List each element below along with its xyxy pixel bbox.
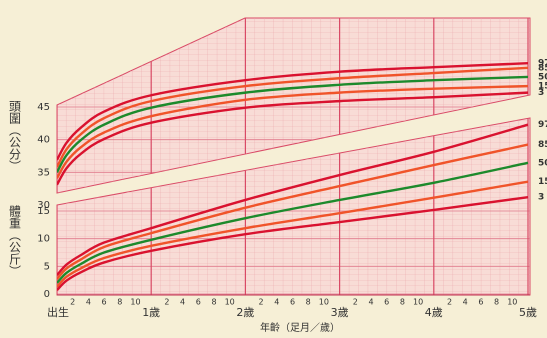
x-axis-title: 年齡（足月／歲） bbox=[260, 321, 340, 334]
percentile-line bbox=[57, 123, 529, 276]
y-tick-label: 40 bbox=[37, 135, 50, 146]
x-tick-label: 2歲 bbox=[236, 305, 254, 319]
month-tick-label: 4 bbox=[368, 298, 373, 307]
x-tick-label: 3歲 bbox=[331, 305, 349, 319]
percentile-label: 3 bbox=[538, 88, 544, 98]
percentile-label: 97 bbox=[538, 59, 547, 69]
percentile-line bbox=[57, 62, 529, 161]
month-tick-label: 8 bbox=[400, 298, 405, 307]
month-tick-label: 8 bbox=[211, 298, 216, 307]
y-tick-label: 30 bbox=[37, 200, 50, 211]
percentile-line bbox=[57, 84, 529, 179]
x-tick-label: 5歲 bbox=[519, 305, 537, 319]
month-tick-label: 8 bbox=[494, 298, 499, 307]
x-tick-label: 出生 bbox=[47, 305, 69, 319]
y-axis-title: 體重（公斤） bbox=[8, 205, 22, 277]
percentile-label: 85 bbox=[538, 63, 547, 73]
y-tick-label: 35 bbox=[37, 167, 50, 178]
y-axis-title: 頭圍（公分） bbox=[8, 100, 22, 172]
month-tick-label: 8 bbox=[117, 298, 122, 307]
month-tick-label: 6 bbox=[384, 298, 389, 307]
percentile-label: 15 bbox=[538, 82, 547, 92]
percentile-label: 50 bbox=[538, 158, 547, 168]
percentile-line bbox=[57, 66, 529, 168]
percentile-label: 50 bbox=[538, 72, 547, 82]
percentile-line bbox=[57, 195, 529, 291]
percentile-line bbox=[57, 180, 529, 288]
percentile-line bbox=[57, 91, 529, 186]
x-tick-label: 1歲 bbox=[142, 305, 160, 319]
percentile-line bbox=[57, 143, 529, 280]
month-tick-label: 6 bbox=[478, 298, 483, 307]
y-tick-label: 15 bbox=[37, 206, 50, 217]
percentile-label: 97 bbox=[538, 120, 547, 130]
month-tick-label: 4 bbox=[274, 298, 279, 307]
month-tick-label: 2 bbox=[164, 298, 169, 307]
month-tick-label: 10 bbox=[319, 298, 329, 307]
percentile-line bbox=[57, 161, 529, 284]
percentile-label: 3 bbox=[538, 193, 544, 203]
percentile-label: 85 bbox=[538, 140, 547, 150]
month-tick-label: 10 bbox=[130, 298, 140, 307]
y-tick-label: 0 bbox=[44, 289, 50, 300]
month-tick-label: 10 bbox=[413, 298, 423, 307]
month-tick-label: 8 bbox=[306, 298, 311, 307]
percentile-label: 15 bbox=[538, 177, 547, 187]
y-tick-label: 10 bbox=[37, 234, 50, 245]
month-tick-label: 6 bbox=[290, 298, 295, 307]
month-tick-label: 2 bbox=[447, 298, 452, 307]
month-tick-label: 2 bbox=[70, 298, 75, 307]
x-tick-label: 4歲 bbox=[425, 305, 443, 319]
labels: 30354045頭圍（公分）978550153051015體重（公斤）97855… bbox=[8, 59, 547, 334]
month-tick-label: 10 bbox=[507, 298, 517, 307]
month-tick-label: 4 bbox=[86, 298, 91, 307]
month-tick-label: 6 bbox=[102, 298, 107, 307]
month-tick-label: 2 bbox=[353, 298, 358, 307]
y-tick-label: 45 bbox=[37, 102, 50, 113]
month-tick-label: 2 bbox=[259, 298, 264, 307]
month-tick-label: 6 bbox=[196, 298, 201, 307]
y-tick-label: 5 bbox=[44, 261, 50, 272]
percentile-line bbox=[57, 75, 529, 173]
month-tick-label: 4 bbox=[463, 298, 468, 307]
month-tick-label: 4 bbox=[180, 298, 185, 307]
month-tick-label: 10 bbox=[225, 298, 235, 307]
